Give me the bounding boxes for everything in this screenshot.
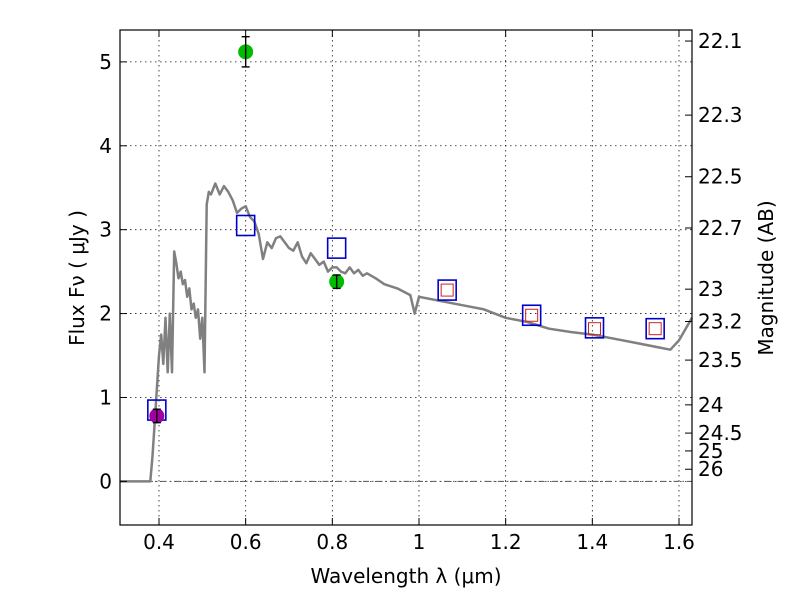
y-tick-label: 4 — [99, 134, 112, 158]
y-tick-label: 1 — [99, 385, 112, 409]
x-tick-label: 1.6 — [663, 530, 695, 554]
y-tick-label: 3 — [99, 218, 112, 242]
model-photometry-marker — [584, 317, 605, 339]
x-tick-label: 1.4 — [576, 530, 608, 554]
magnitude-tick-label: 25 — [698, 439, 723, 463]
model-photometry-marker — [645, 317, 665, 340]
model-photometry-marker — [235, 214, 256, 237]
y-axis-label: Flux Fν ( μJy ) — [65, 210, 89, 346]
x-tick-label: 0.4 — [143, 530, 175, 554]
x-tick-label: 1.2 — [490, 530, 522, 554]
magnitude-tick-label: 22.3 — [698, 103, 743, 127]
series-layer — [120, 36, 694, 483]
model-photometry-marker — [521, 304, 542, 327]
right-axis-label: Magnitude (AB) — [754, 200, 778, 355]
magnitude-tick-label: 26 — [698, 457, 723, 481]
y-tick-label: 0 — [99, 469, 112, 493]
magnitude-tick-label: 23.5 — [698, 348, 743, 372]
y-tick-label: 2 — [99, 302, 112, 326]
magnitude-tick-label: 24 — [698, 393, 723, 417]
plot-frame — [119, 29, 693, 526]
magnitude-tick-label: 24.5 — [698, 421, 743, 445]
x-tick-label: 0.6 — [230, 530, 262, 554]
nir-marker — [648, 322, 662, 336]
nir-marker — [440, 283, 454, 297]
axis-ticks: 0.4 0.6 0.8 1 1.2 1.4 1.601234522.122.322.522.… — [99, 29, 742, 554]
sed-model-line — [120, 182, 694, 483]
nir-marker — [525, 308, 539, 322]
model-photometry-marker — [437, 279, 457, 301]
magnitude-tick-label: 23 — [698, 277, 723, 301]
x-axis-label: Wavelength λ (μm) — [310, 564, 501, 588]
x-tick-label: 0.8 — [316, 530, 348, 554]
nir-marker — [588, 322, 601, 336]
magnitude-tick-label: 22.1 — [698, 29, 743, 53]
magnitude-tick-label: 22.5 — [698, 165, 743, 189]
model-photometry-marker — [326, 237, 347, 259]
x-tick-label: 1 — [413, 530, 426, 554]
magnitude-tick-label: 23.2 — [698, 309, 743, 333]
magnitude-tick-label: 22.7 — [698, 216, 743, 240]
y-tick-label: 5 — [99, 50, 112, 74]
